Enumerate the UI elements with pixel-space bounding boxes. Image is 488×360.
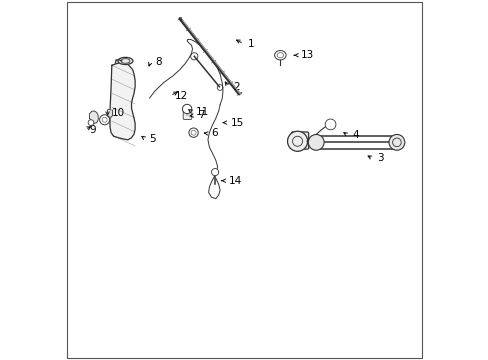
Text: 14: 14 bbox=[228, 176, 242, 186]
Circle shape bbox=[217, 85, 223, 90]
FancyBboxPatch shape bbox=[183, 109, 191, 120]
Text: 12: 12 bbox=[174, 91, 187, 101]
Circle shape bbox=[325, 119, 335, 130]
Polygon shape bbox=[107, 109, 112, 117]
Circle shape bbox=[287, 131, 307, 151]
Text: 3: 3 bbox=[376, 153, 383, 163]
Circle shape bbox=[88, 120, 94, 126]
Text: 7: 7 bbox=[198, 111, 204, 121]
Polygon shape bbox=[110, 62, 135, 140]
Text: 4: 4 bbox=[351, 130, 358, 140]
Text: 9: 9 bbox=[89, 125, 96, 135]
Text: 10: 10 bbox=[112, 108, 124, 118]
Text: 15: 15 bbox=[230, 118, 244, 128]
Circle shape bbox=[100, 115, 109, 125]
Polygon shape bbox=[89, 111, 98, 123]
Circle shape bbox=[190, 53, 198, 60]
Circle shape bbox=[182, 104, 191, 114]
Text: 13: 13 bbox=[301, 50, 314, 60]
Text: 5: 5 bbox=[149, 134, 156, 144]
Circle shape bbox=[308, 134, 324, 150]
Ellipse shape bbox=[274, 50, 285, 60]
Circle shape bbox=[388, 134, 404, 150]
Ellipse shape bbox=[118, 57, 133, 64]
Circle shape bbox=[211, 168, 218, 176]
Text: 11: 11 bbox=[196, 107, 209, 117]
FancyBboxPatch shape bbox=[291, 132, 308, 149]
Text: 2: 2 bbox=[233, 82, 239, 92]
Text: 6: 6 bbox=[211, 129, 218, 138]
Circle shape bbox=[188, 128, 198, 137]
Text: 1: 1 bbox=[247, 39, 254, 49]
Text: 8: 8 bbox=[155, 57, 161, 67]
